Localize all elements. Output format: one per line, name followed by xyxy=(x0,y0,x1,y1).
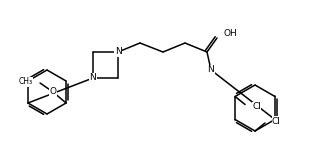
Text: OH: OH xyxy=(223,29,237,38)
Text: Cl: Cl xyxy=(272,116,281,125)
Text: N: N xyxy=(208,65,214,75)
Text: N: N xyxy=(90,73,96,82)
Text: Cl: Cl xyxy=(252,102,261,111)
Text: O: O xyxy=(49,87,57,97)
Text: N: N xyxy=(115,48,121,57)
Text: CH₃: CH₃ xyxy=(19,78,33,87)
